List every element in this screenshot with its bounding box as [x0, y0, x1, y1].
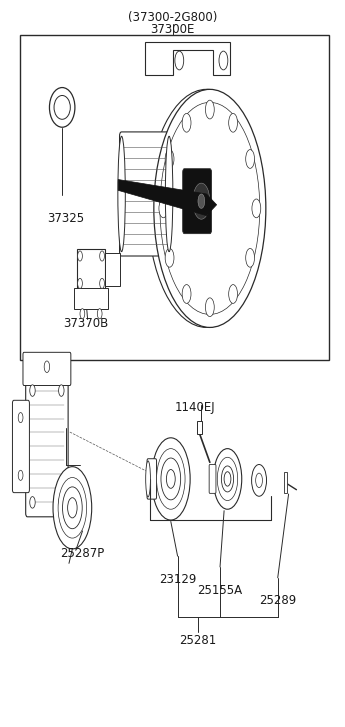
Text: 25289: 25289 — [259, 595, 296, 607]
Text: 25287P: 25287P — [60, 547, 105, 561]
Circle shape — [100, 278, 105, 289]
Bar — [284, 472, 287, 494]
Circle shape — [59, 385, 64, 396]
Ellipse shape — [118, 136, 125, 252]
Text: 1140EJ: 1140EJ — [174, 401, 215, 414]
Circle shape — [30, 385, 35, 396]
Circle shape — [154, 89, 266, 327]
Text: 23129: 23129 — [159, 573, 196, 586]
Circle shape — [157, 449, 185, 509]
Circle shape — [97, 309, 102, 318]
Ellipse shape — [146, 461, 150, 497]
Circle shape — [198, 194, 205, 209]
Circle shape — [229, 113, 237, 132]
Circle shape — [18, 412, 23, 422]
Text: 37325: 37325 — [47, 212, 84, 225]
Circle shape — [205, 100, 214, 119]
Text: 37370B: 37370B — [63, 316, 109, 329]
Polygon shape — [118, 180, 217, 216]
Circle shape — [182, 113, 191, 132]
FancyBboxPatch shape — [120, 132, 171, 256]
Circle shape — [165, 249, 174, 268]
Circle shape — [100, 251, 105, 261]
Circle shape — [256, 473, 263, 488]
Circle shape — [159, 199, 168, 218]
FancyBboxPatch shape — [147, 459, 157, 499]
Circle shape — [161, 458, 181, 500]
Circle shape — [30, 497, 35, 508]
Circle shape — [53, 467, 92, 549]
FancyBboxPatch shape — [12, 401, 29, 493]
FancyBboxPatch shape — [183, 169, 211, 233]
Circle shape — [221, 466, 234, 492]
Circle shape — [78, 278, 82, 289]
Circle shape — [78, 251, 82, 261]
Circle shape — [18, 470, 23, 481]
Ellipse shape — [148, 89, 265, 327]
FancyBboxPatch shape — [23, 353, 71, 385]
Bar — [77, 249, 106, 291]
Circle shape — [193, 183, 210, 220]
Text: 25155A: 25155A — [197, 584, 242, 597]
Bar — [106, 253, 120, 286]
Circle shape — [166, 470, 175, 489]
Circle shape — [151, 438, 190, 520]
Ellipse shape — [49, 87, 75, 127]
Circle shape — [252, 465, 267, 497]
Polygon shape — [145, 42, 230, 75]
Circle shape — [80, 309, 85, 318]
Circle shape — [182, 284, 191, 303]
Circle shape — [58, 478, 87, 538]
Circle shape — [213, 449, 242, 509]
Circle shape — [229, 284, 237, 303]
Bar — [20, 35, 329, 360]
Text: 25281: 25281 — [179, 634, 217, 647]
Text: (37300-2G800): (37300-2G800) — [128, 12, 217, 25]
Circle shape — [217, 457, 238, 501]
FancyBboxPatch shape — [26, 376, 68, 517]
Circle shape — [44, 361, 50, 372]
Circle shape — [165, 150, 174, 169]
Circle shape — [205, 298, 214, 316]
Circle shape — [246, 249, 255, 268]
Bar — [197, 421, 202, 434]
Circle shape — [224, 472, 231, 486]
Circle shape — [219, 51, 228, 70]
Circle shape — [175, 51, 184, 70]
Circle shape — [59, 497, 64, 508]
Circle shape — [252, 199, 261, 218]
Circle shape — [62, 487, 82, 529]
Circle shape — [68, 498, 77, 518]
Circle shape — [246, 150, 255, 169]
Ellipse shape — [54, 95, 70, 119]
Circle shape — [160, 103, 260, 315]
Text: 37300E: 37300E — [150, 23, 195, 36]
Bar — [74, 289, 108, 309]
FancyBboxPatch shape — [209, 465, 216, 494]
Ellipse shape — [165, 136, 173, 252]
